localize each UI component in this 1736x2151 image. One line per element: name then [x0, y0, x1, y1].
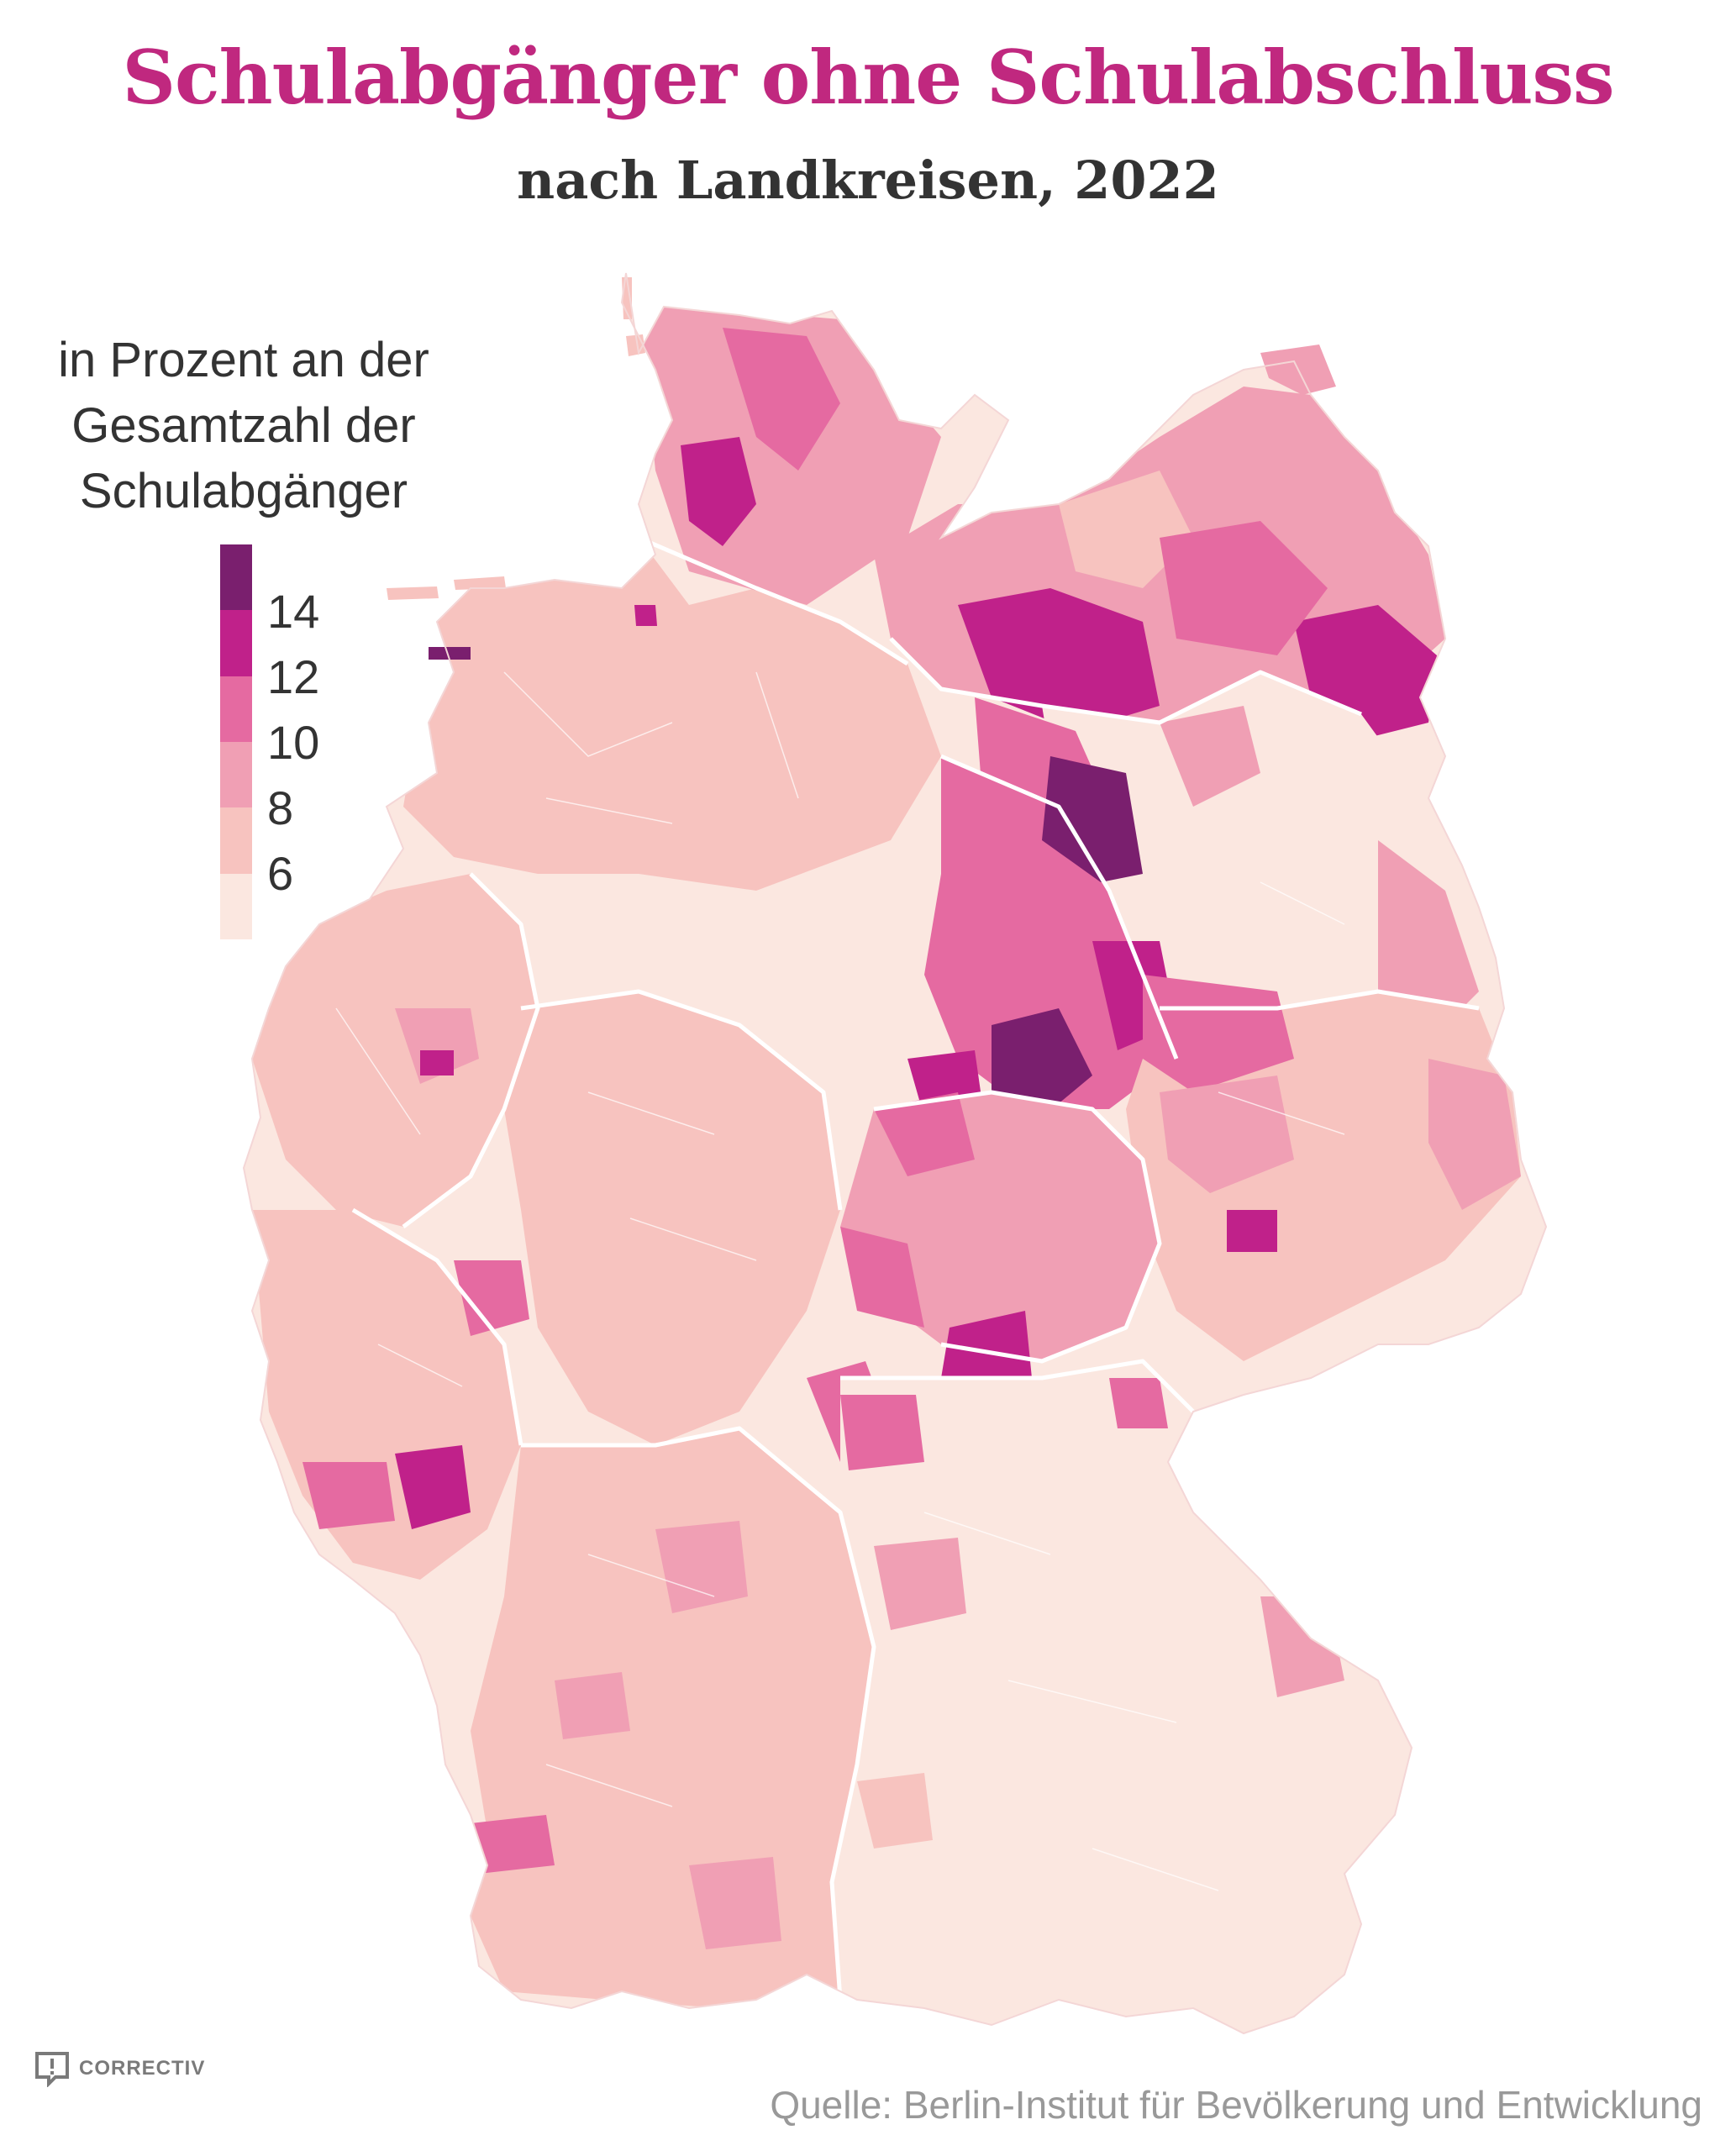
legend-title: in Prozent an der Gesamtzahl der Schulab…	[34, 328, 454, 524]
legend-color-step	[220, 676, 252, 742]
region-ludwigslust	[958, 588, 1160, 731]
legend-tick-10: 10	[267, 716, 320, 769]
source-credit: Quelle: Berlin-Institut für Bevölkerung …	[770, 2083, 1702, 2127]
region-goerlitz	[1428, 1059, 1521, 1210]
region-hof	[1109, 1378, 1168, 1428]
region-karlsruhe	[555, 1672, 630, 1739]
legend-tick-8: 8	[267, 781, 294, 834]
region-pirmasens	[395, 1445, 471, 1529]
legend-color-bar	[220, 544, 252, 939]
region-saarland	[302, 1462, 395, 1529]
legend-color-step	[220, 742, 252, 808]
region-duisburg	[420, 1050, 454, 1076]
district-borders	[335, 671, 1345, 1891]
legend-tick-6: 6	[267, 847, 294, 900]
legend-color-step	[220, 873, 252, 939]
region-nordfriesland	[723, 328, 840, 471]
logo-text: CORRECTIV	[79, 2057, 206, 2080]
region-lausitz	[1378, 840, 1479, 1042]
region-dithmarschen	[681, 437, 756, 546]
legend-tick-12: 12	[267, 650, 320, 703]
legend-color-step	[220, 610, 252, 676]
region-ruhr	[395, 1008, 479, 1084]
region-stendal	[1042, 756, 1143, 882]
region-nrw	[252, 874, 538, 1227]
region-ortenau	[471, 1815, 555, 1874]
region-schweinfurt	[840, 1395, 924, 1470]
region-heilbronn	[655, 1521, 748, 1613]
region-northwest	[403, 538, 941, 891]
region-hessen	[504, 991, 840, 1445]
region-leipzig-land	[1160, 1076, 1294, 1193]
region-bayern	[823, 1361, 1395, 2033]
legend-color-step	[220, 544, 252, 611]
region-sigmaringen	[689, 1857, 781, 1949]
region-chemnitz	[1227, 1210, 1277, 1252]
legend-color-step	[220, 807, 252, 874]
legend-title-line: in Prozent an der	[58, 333, 429, 387]
legend-title-line: Schulabgänger	[79, 464, 408, 518]
region-uckermark	[1160, 706, 1260, 807]
region-mainz	[454, 1260, 529, 1336]
correctiv-logo-icon	[35, 2052, 69, 2087]
region-nordsachsen	[1143, 975, 1294, 1092]
map-subtitle: nach Landkreisen, 2022	[517, 150, 1219, 211]
region-mansfeld	[992, 1008, 1092, 1118]
region-baden-wuerttemberg	[471, 1428, 874, 2008]
region-mueritz	[1160, 521, 1328, 655]
region-nuernberg	[874, 1538, 966, 1630]
state-borders	[351, 535, 1480, 2001]
legend-title-line: Gesamtzahl der	[71, 398, 416, 453]
region-augsburg	[857, 1773, 933, 1849]
legend-tick-14: 14	[267, 585, 320, 638]
correctiv-logo: CORRECTIV	[34, 2050, 205, 2087]
region-kyffhaeuser	[874, 1092, 975, 1176]
map-regions	[252, 302, 1521, 2033]
region-wartburg	[840, 1227, 924, 1328]
map-title: Schulabgänger ohne Schulabschluss	[122, 34, 1614, 121]
region-rostock-area	[1059, 471, 1193, 588]
